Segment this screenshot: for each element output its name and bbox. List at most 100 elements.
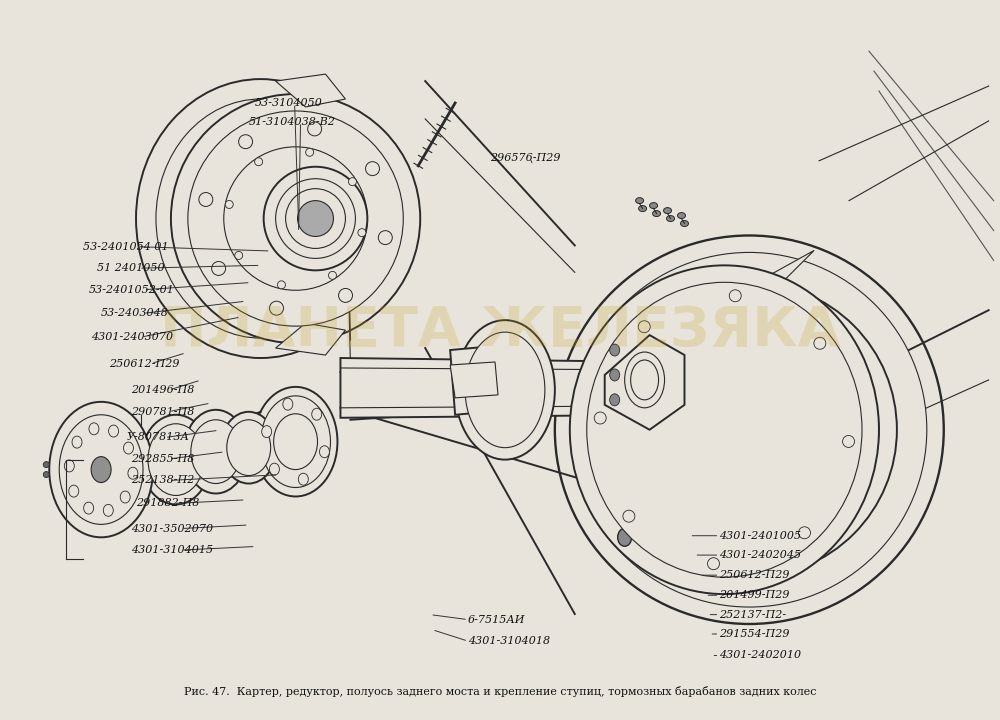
Ellipse shape	[594, 412, 606, 424]
Ellipse shape	[312, 408, 322, 420]
Ellipse shape	[225, 200, 233, 209]
Text: 53-2401054 01: 53-2401054 01	[83, 242, 169, 252]
Ellipse shape	[120, 491, 130, 503]
Ellipse shape	[306, 148, 314, 156]
Polygon shape	[450, 345, 510, 415]
Ellipse shape	[69, 485, 79, 497]
Text: 53-3104050: 53-3104050	[255, 98, 323, 108]
Ellipse shape	[64, 460, 74, 472]
Ellipse shape	[235, 251, 243, 259]
Ellipse shape	[43, 462, 49, 467]
Ellipse shape	[221, 412, 277, 484]
Ellipse shape	[623, 510, 635, 522]
Ellipse shape	[366, 162, 379, 176]
Ellipse shape	[610, 344, 620, 356]
Ellipse shape	[570, 266, 879, 594]
Ellipse shape	[89, 423, 99, 435]
Ellipse shape	[587, 282, 862, 577]
Ellipse shape	[276, 179, 355, 258]
Ellipse shape	[620, 300, 879, 559]
Ellipse shape	[653, 210, 661, 217]
Ellipse shape	[610, 369, 620, 381]
Ellipse shape	[224, 147, 367, 290]
Ellipse shape	[708, 558, 719, 570]
Ellipse shape	[329, 271, 336, 279]
Ellipse shape	[148, 424, 204, 495]
Ellipse shape	[103, 505, 113, 516]
Ellipse shape	[667, 215, 675, 222]
Ellipse shape	[319, 446, 329, 458]
Ellipse shape	[348, 178, 356, 186]
Text: 51 2401050: 51 2401050	[97, 264, 165, 273]
Text: 201496-П8: 201496-П8	[131, 385, 194, 395]
Ellipse shape	[664, 207, 672, 214]
Ellipse shape	[269, 463, 279, 475]
Ellipse shape	[639, 206, 647, 212]
Text: 290781-П8: 290781-П8	[131, 407, 194, 417]
Ellipse shape	[141, 415, 211, 505]
Ellipse shape	[799, 527, 810, 539]
Ellipse shape	[43, 472, 49, 477]
Ellipse shape	[636, 197, 644, 204]
Ellipse shape	[631, 360, 659, 400]
Ellipse shape	[680, 220, 688, 227]
Text: 201499-П29: 201499-П29	[719, 590, 790, 600]
Text: У-807813А: У-807813А	[127, 433, 190, 443]
Polygon shape	[276, 323, 345, 355]
Text: 6-7515АИ: 6-7515АИ	[468, 615, 526, 625]
Polygon shape	[450, 362, 498, 398]
Text: Рис. 47.  Картер, редуктор, полуось заднего моста и крепление ступиц, тормозных : Рис. 47. Картер, редуктор, полуось задне…	[184, 686, 816, 697]
Ellipse shape	[227, 420, 271, 475]
Text: 4301-2402045: 4301-2402045	[719, 550, 802, 560]
Ellipse shape	[274, 414, 318, 469]
Ellipse shape	[602, 282, 897, 577]
Ellipse shape	[358, 229, 366, 237]
Ellipse shape	[308, 122, 322, 136]
Ellipse shape	[254, 387, 337, 497]
Ellipse shape	[678, 212, 685, 219]
Text: 4301-2403070: 4301-2403070	[91, 332, 173, 342]
Ellipse shape	[618, 528, 632, 546]
Ellipse shape	[339, 289, 353, 302]
Ellipse shape	[270, 301, 283, 315]
Ellipse shape	[184, 410, 248, 493]
Text: 296576-П29: 296576-П29	[490, 153, 561, 163]
Text: 4301-3104018: 4301-3104018	[468, 636, 550, 646]
Text: 292855-П8: 292855-П8	[131, 454, 194, 464]
Ellipse shape	[378, 230, 392, 245]
Ellipse shape	[239, 135, 253, 148]
Ellipse shape	[212, 261, 226, 276]
Ellipse shape	[72, 436, 82, 448]
Text: 252138-П2: 252138-П2	[131, 475, 194, 485]
Ellipse shape	[128, 467, 138, 480]
Text: 4301-3502070: 4301-3502070	[131, 523, 213, 534]
Polygon shape	[605, 335, 684, 430]
Polygon shape	[600, 251, 814, 375]
Ellipse shape	[261, 396, 330, 487]
Ellipse shape	[199, 192, 213, 207]
Text: 291882-П8: 291882-П8	[136, 498, 199, 508]
Text: 4301-2402010: 4301-2402010	[719, 650, 802, 660]
Ellipse shape	[123, 442, 133, 454]
Ellipse shape	[59, 415, 143, 524]
Polygon shape	[276, 74, 345, 107]
Ellipse shape	[843, 436, 855, 447]
Ellipse shape	[264, 167, 367, 270]
Ellipse shape	[255, 158, 263, 166]
Ellipse shape	[91, 456, 111, 482]
Ellipse shape	[283, 398, 293, 410]
Text: 291554-П29: 291554-П29	[719, 629, 790, 639]
Ellipse shape	[156, 99, 365, 338]
Ellipse shape	[555, 235, 944, 624]
Ellipse shape	[262, 426, 272, 438]
Text: 51-3104038-В2: 51-3104038-В2	[249, 117, 336, 127]
Text: 4301-2401005: 4301-2401005	[719, 531, 802, 541]
Ellipse shape	[286, 189, 345, 248]
Text: 250612-П29: 250612-П29	[109, 359, 180, 369]
Ellipse shape	[814, 337, 826, 349]
Ellipse shape	[171, 94, 420, 343]
Ellipse shape	[191, 420, 241, 484]
Text: 53-2401052-01: 53-2401052-01	[89, 284, 175, 294]
Ellipse shape	[136, 79, 385, 358]
Ellipse shape	[109, 425, 119, 437]
